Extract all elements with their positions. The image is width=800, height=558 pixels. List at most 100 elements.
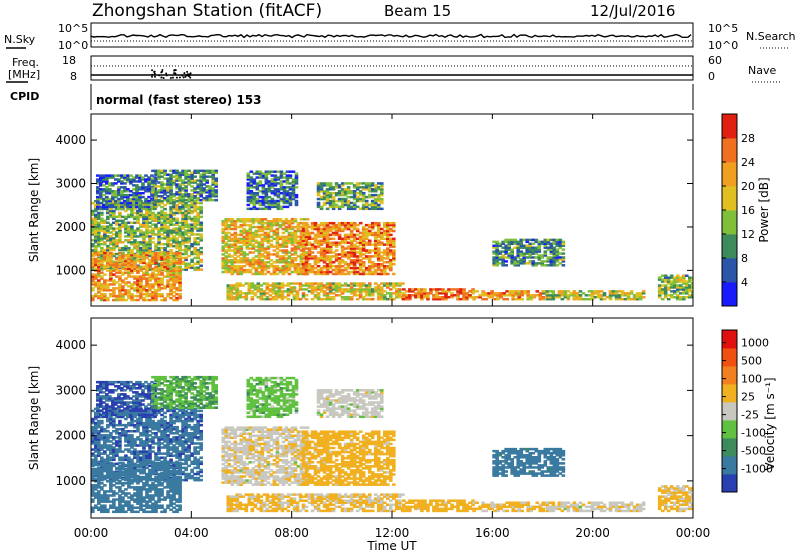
power-cell (311, 251, 315, 253)
power-cell (362, 192, 366, 194)
velocity-cell (100, 420, 104, 423)
power-cell (475, 290, 479, 292)
power-cell (199, 251, 203, 253)
power-cell (160, 293, 164, 295)
nave-dot (154, 71, 156, 73)
power-cell (175, 218, 179, 220)
power-cell (505, 298, 509, 300)
y-tick-label: 1000 (55, 263, 86, 277)
nave-dot (151, 74, 153, 76)
nave-dots (151, 69, 192, 79)
power-cell (520, 298, 524, 300)
beam-label: Beam 15 (384, 2, 451, 20)
power-cell (305, 298, 309, 300)
nave-dot (184, 76, 186, 78)
power-cell (178, 252, 182, 254)
power-cell (199, 268, 203, 270)
power-cell (317, 202, 321, 204)
power-cell (295, 194, 299, 196)
noise-tick-top-left: 10^5 (58, 22, 88, 35)
nave-dot (165, 73, 167, 75)
power-cell (562, 256, 566, 258)
nave-dot (154, 76, 156, 78)
nave-dot (158, 74, 160, 76)
nave-dot (151, 69, 153, 71)
power-cell (153, 202, 157, 204)
power-cell (365, 200, 369, 202)
nave-tick-bottom: 0 (708, 70, 715, 83)
power-cell (154, 262, 158, 264)
y-tick-label: 4000 (55, 133, 86, 147)
power-cell (214, 170, 218, 172)
power-cell (380, 198, 384, 200)
colorbar-segment (722, 186, 737, 210)
nave-dot (181, 75, 183, 77)
power-cell (504, 264, 508, 266)
power-cell (392, 230, 396, 232)
nave-tick-top: 60 (708, 54, 722, 67)
noise-tick-bottom-left: 10^0 (58, 39, 88, 52)
power-cell (329, 182, 333, 184)
power-cell (526, 290, 530, 292)
power-cell (103, 273, 107, 275)
power-cell (332, 238, 336, 240)
colorbar-segment (722, 138, 737, 162)
nave-dot (161, 69, 163, 71)
colorbar-segment (722, 282, 737, 306)
nave-dot (183, 76, 185, 78)
power-cell (392, 222, 396, 224)
colorbar-tick-label: 8 (741, 252, 748, 265)
power-cell (398, 288, 402, 290)
power-cell (169, 249, 173, 251)
nsky-label: N.Sky (4, 33, 36, 46)
power-cell (142, 258, 146, 260)
power-cell (392, 273, 396, 275)
power-cell (380, 208, 384, 210)
nave-dot (154, 73, 156, 75)
power-cell (199, 206, 203, 208)
nave-dot (163, 77, 165, 79)
y-tick-label: 2000 (55, 220, 86, 234)
power-cell (401, 282, 405, 284)
power-cell (562, 252, 566, 254)
velocity-cell (118, 420, 122, 423)
power-cell (392, 249, 396, 251)
power-cell (504, 260, 508, 262)
station-title: Zhongshan Station (fitACF) (92, 1, 322, 21)
power-cell (214, 177, 218, 179)
power-cell (199, 265, 203, 267)
power-cell (151, 237, 155, 239)
power-cell (100, 212, 104, 214)
colorbar-tick-label: 20 (741, 180, 755, 193)
power-cell (377, 247, 381, 249)
power-cell (214, 189, 218, 191)
power-cell (380, 182, 384, 184)
nave-dot (160, 77, 162, 79)
nave-label: Nave (748, 64, 776, 77)
power-cell (392, 263, 396, 265)
power-cell (103, 293, 107, 295)
power-cell (347, 186, 351, 188)
power-cell (368, 282, 372, 284)
nave-dot (190, 72, 192, 74)
colorbar-tick-label: 28 (741, 132, 755, 145)
power-cell (130, 225, 134, 227)
power-cell (642, 290, 646, 292)
power-cell (178, 266, 182, 268)
colorbar-tick-label: 12 (741, 228, 755, 241)
power-cell (163, 170, 167, 172)
power-cell (199, 247, 203, 249)
colorbar-segment (722, 162, 737, 186)
freq-panel-frame (91, 56, 693, 80)
velocity-heatmap (91, 376, 695, 513)
power-colorbar-label: Power [dB] (757, 177, 771, 242)
power-cell (120, 206, 124, 208)
power-cell (205, 179, 209, 181)
nave-dot (183, 72, 185, 74)
power-cell (109, 252, 113, 254)
colorbar-tick-label: 16 (741, 204, 755, 217)
nave-dot (173, 72, 175, 74)
power-cell (389, 234, 393, 236)
power-cell (295, 172, 299, 174)
